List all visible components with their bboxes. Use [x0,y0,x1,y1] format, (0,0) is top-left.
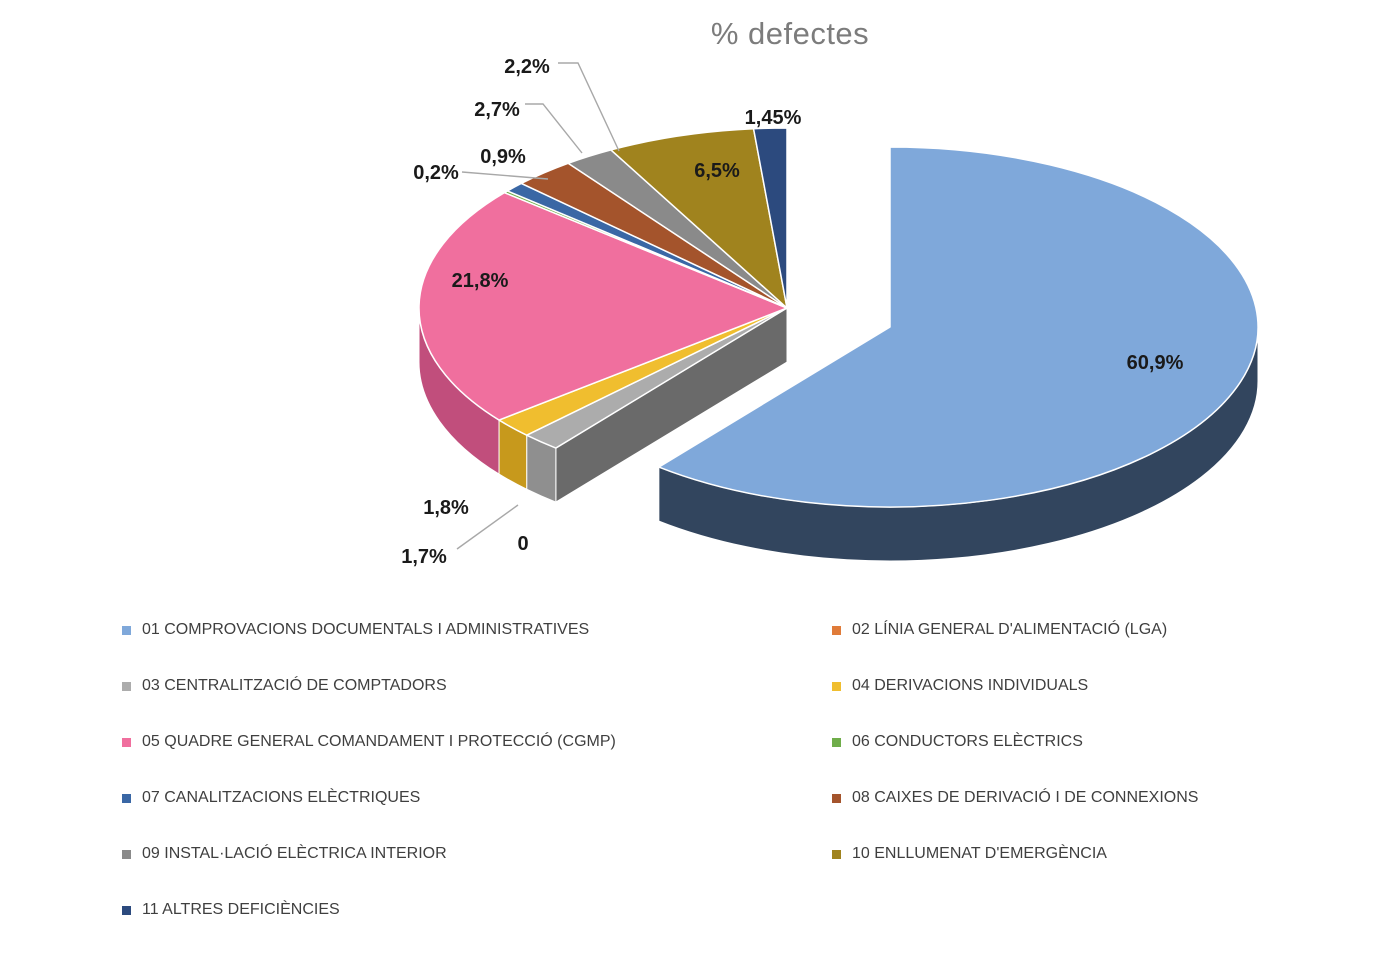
legend-item-10: 10 ENLLUMENAT D'EMERGÈNCIA [832,845,1107,863]
legend-marker [832,793,841,803]
legend-marker [122,793,131,803]
legend-item-06: 06 CONDUCTORS ELÈCTRICS [832,733,1083,751]
legend-item-05: 05 QUADRE GENERAL COMANDAMENT I PROTECCI… [122,733,616,751]
legend-item-09: 09 INSTAL·LACIÓ ELÈCTRICA INTERIOR [122,845,447,863]
legend-marker [122,737,131,747]
label-leader-line [525,103,583,154]
legend-item-03: 03 CENTRALITZACIÓ DE COMPTADORS [122,677,447,695]
legend-label: 11 ALTRES DEFICIÈNCIES [142,901,340,918]
legend-label: 06 CONDUCTORS ELÈCTRICS [852,733,1083,750]
legend-label: 09 INSTAL·LACIÓ ELÈCTRICA INTERIOR [142,845,447,862]
legend-marker [832,849,841,859]
data-label: 2,7% [474,99,520,121]
data-label: 60,9% [1127,352,1184,374]
label-leader-line [558,62,620,152]
pie-slice [752,127,788,309]
pie-slice [658,146,1259,508]
legend-label: 04 DERIVACIONS INDIVIDUALS [852,677,1089,694]
legend-item-08: 08 CAIXES DE DERIVACIÓ I DE CONNEXIONS [832,789,1198,807]
chart-title: % defectes [710,16,870,51]
legend-label: 03 CENTRALITZACIÓ DE COMPTADORS [142,677,447,694]
data-label: 1,45% [745,107,802,129]
legend-label: 01 COMPROVACIONS DOCUMENTALS I ADMINISTR… [142,621,590,638]
legend-label: 05 QUADRE GENERAL COMANDAMENT I PROTECCI… [142,733,616,750]
legend-item-11: 11 ALTRES DEFICIÈNCIES [122,901,340,919]
data-label: 0 [517,533,528,555]
data-label: 2,2% [504,56,550,78]
label-leader-line [456,504,519,550]
data-label: 0,2% [413,162,459,184]
pie-chart-canvas: 60,9% 0 1,7% 1,8% 21,8% 0,2% 0,9% 2,7% 2,2% 6,5% 1… [401,56,1259,568]
pie-slice [418,191,788,421]
legend-item-01: 01 COMPROVACIONS DOCUMENTALS I ADMINISTR… [122,621,589,639]
legend-item-04: 04 DERIVACIONS INDIVIDUALS [832,677,1088,695]
legend-label: 07 CANALITZACIONS ELÈCTRIQUES [142,789,421,806]
legend-marker [832,681,841,691]
legend-marker [122,905,131,915]
legend-label: 10 ENLLUMENAT D'EMERGÈNCIA [852,845,1107,862]
label-leader-line [461,171,549,180]
legend-marker [122,681,131,691]
legend-marker [832,737,841,747]
legend-marker [122,625,131,635]
data-label: 0,9% [480,146,526,168]
data-label: 1,8% [423,497,469,519]
legend-marker [832,625,841,635]
legend-item-02: 02 LÍNIA GENERAL D'ALIMENTACIÓ (LGA) [832,621,1167,639]
legend-label: 08 CAIXES DE DERIVACIÓ I DE CONNEXIONS [852,789,1199,806]
legend-item-07: 07 CANALITZACIONS ELÈCTRIQUES [122,789,420,807]
data-label: 6,5% [694,160,740,182]
legend-marker [122,849,131,859]
data-label: 1,7% [401,546,447,568]
data-label: 21,8% [452,270,509,292]
pie-slice [610,127,788,309]
legend-label: 02 LÍNIA GENERAL D'ALIMENTACIÓ (LGA) [852,621,1168,638]
